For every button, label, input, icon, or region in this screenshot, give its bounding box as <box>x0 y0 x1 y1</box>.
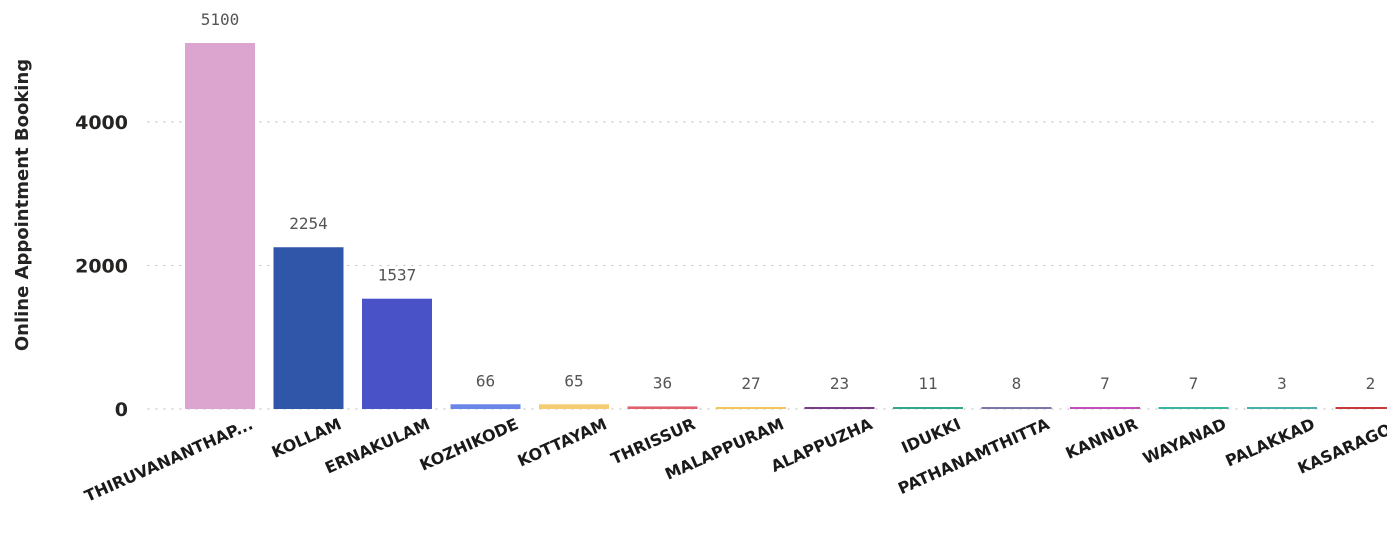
data-labels: 5100 2254 1537 66 65 36 27 23 11 8 7 7 3 2 <box>201 10 1376 393</box>
x-tick-label: PATHANAMTHITTA <box>895 414 1053 498</box>
data-label: 3 <box>1277 374 1287 393</box>
bar[interactable] <box>539 404 609 409</box>
data-label: 11 <box>918 374 937 393</box>
bar[interactable] <box>1247 407 1317 409</box>
bar[interactable] <box>981 407 1052 409</box>
x-tick-label: IDUKKI <box>898 414 963 457</box>
data-label: 5100 <box>201 10 240 29</box>
bar[interactable] <box>362 298 432 409</box>
data-label: 27 <box>741 374 760 393</box>
y-tick-label: 0 <box>115 399 128 421</box>
data-label: 2254 <box>289 214 328 233</box>
y-axis: 0 2000 4000 <box>75 112 128 421</box>
data-label: 65 <box>564 371 583 390</box>
data-label: 36 <box>653 373 672 392</box>
y-tick-label: 4000 <box>75 112 128 134</box>
bar[interactable] <box>804 407 875 409</box>
x-axis: THIRUVANANTHAP... KOLLAMERNAKULAMKOZHIKOD… <box>82 414 1387 506</box>
bar[interactable] <box>450 404 521 409</box>
x-tick-label: WAYANAD <box>1140 414 1229 468</box>
bar[interactable] <box>273 247 344 409</box>
bar[interactable] <box>627 406 698 409</box>
bar[interactable] <box>185 43 255 409</box>
x-tick-label: KANNUR <box>1063 414 1141 463</box>
y-tick-label: 2000 <box>75 255 128 277</box>
data-label: 2 <box>1366 374 1376 393</box>
data-label: 23 <box>830 374 849 393</box>
data-label: 66 <box>476 371 495 390</box>
x-tick-label: KOTTAYAM <box>515 414 610 470</box>
bar[interactable] <box>716 407 786 409</box>
bar[interactable] <box>1335 407 1387 409</box>
x-tick-label: KOZHIKODE <box>417 414 521 474</box>
x-tick-label: THIRUVANANTHAP... <box>82 414 256 505</box>
data-label: 1537 <box>378 266 417 285</box>
x-tick-label: ALAPPUZHA <box>768 414 876 476</box>
y-axis-title: Online Appointment Booking <box>12 59 33 351</box>
bar[interactable] <box>893 407 963 409</box>
data-label: 7 <box>1189 374 1199 393</box>
data-label: 8 <box>1012 374 1022 393</box>
bar[interactable] <box>1070 407 1140 409</box>
data-label: 7 <box>1100 374 1110 393</box>
bar[interactable] <box>1158 407 1229 409</box>
bars <box>185 43 1387 409</box>
